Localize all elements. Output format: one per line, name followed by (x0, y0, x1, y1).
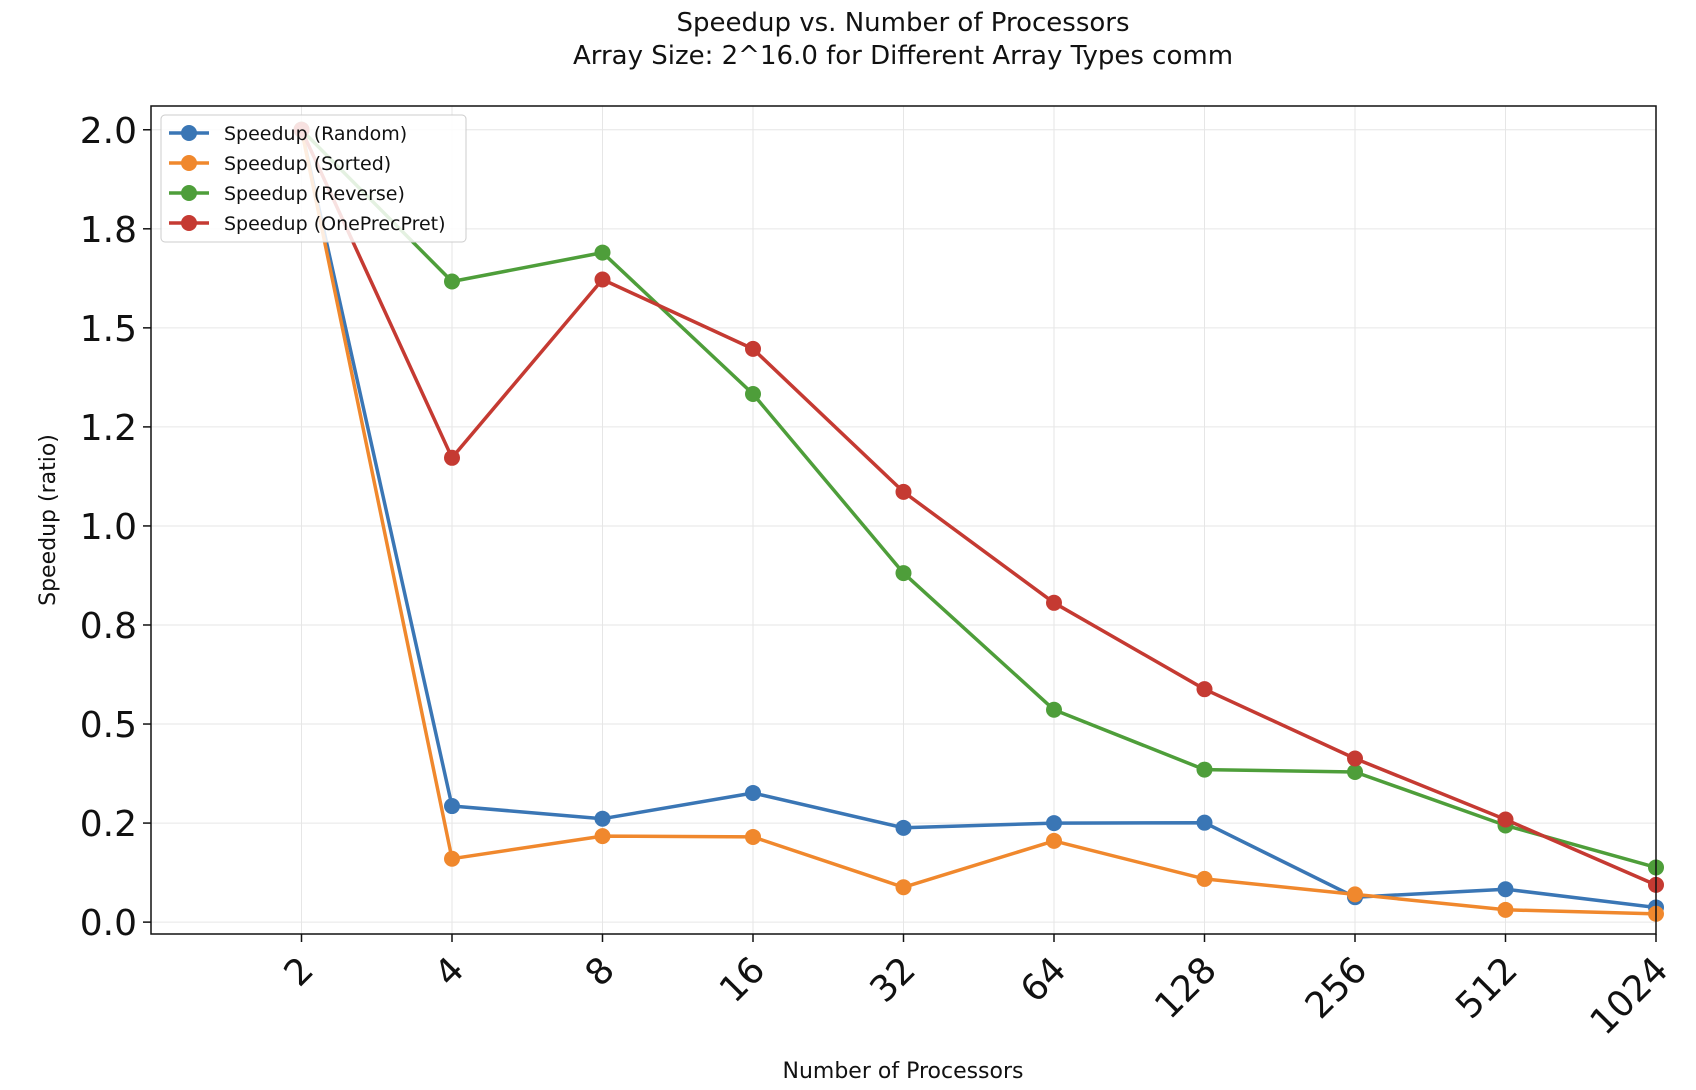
series-line (299, 129, 1657, 916)
data-point (1046, 832, 1062, 849)
legend-box (160, 114, 467, 243)
data-point (1046, 815, 1062, 832)
data-point (1196, 814, 1213, 831)
legend: Speedup (Random) Speedup (Sorted) Speedup … (160, 114, 467, 243)
y-tick-label: 0.5 (80, 705, 137, 746)
chart-title: Speedup vs. Number of Processors (676, 8, 1129, 38)
x-tick-label: 64 (1013, 949, 1074, 1010)
legend-item: Speedup (OnePrecPret) (169, 213, 446, 235)
legend-item: Speedup (Reverse) (169, 183, 405, 205)
series-line (299, 129, 1657, 910)
data-point (1196, 870, 1213, 887)
legend-swatch-marker (181, 125, 197, 141)
data-point (594, 271, 611, 288)
data-point (444, 798, 460, 815)
legend-label: Speedup (OnePrecPret) (224, 213, 446, 235)
data-point (1196, 761, 1213, 778)
series-line (299, 129, 1657, 887)
series-2 (293, 121, 1664, 876)
y-axis-ticks: 0.0 0.2 0.5 0.8 1.0 1.2 1.5 1.8 2.0 (80, 111, 151, 944)
data-point (1497, 881, 1514, 898)
x-tick-label: 16 (712, 949, 773, 1010)
data-point (444, 273, 460, 290)
data-point (1497, 811, 1514, 828)
x-tick-label: 2 (277, 949, 322, 994)
x-axis-ticks: 2 4 8 16 32 64 128 256 512 1024 (277, 934, 1677, 1043)
x-tick-label: 512 (1448, 949, 1526, 1027)
x-tick-label: 8 (578, 949, 623, 994)
data-point (444, 850, 460, 867)
y-tick-label: 0.0 (80, 903, 137, 944)
y-tick-label: 1.2 (80, 408, 137, 449)
series-1 (293, 121, 1664, 922)
x-tick-label: 128 (1147, 949, 1225, 1027)
data-point (895, 879, 912, 896)
x-tick-label: 4 (427, 949, 472, 994)
legend-item: Speedup (Sorted) (169, 153, 391, 175)
chart-subtitle: Array Size: 2^16.0 for Different Array T… (573, 41, 1233, 71)
y-axis-label: Speedup (ratio) (36, 434, 61, 606)
data-point (895, 483, 912, 500)
data-point (745, 340, 761, 357)
data-point (444, 449, 460, 466)
legend-swatch-marker (181, 215, 197, 231)
data-point (594, 828, 611, 845)
data-point (745, 784, 761, 801)
data-point (1196, 681, 1213, 698)
legend-swatch-marker (181, 155, 197, 171)
y-tick-label: 0.8 (80, 606, 137, 647)
data-point (1347, 750, 1363, 767)
data-point (1046, 701, 1062, 718)
data-point (1046, 594, 1062, 611)
data-point (594, 244, 611, 261)
legend-swatch-marker (181, 185, 197, 201)
data-point (1347, 886, 1363, 903)
y-tick-label: 1.5 (80, 309, 137, 350)
x-tick-label: 1024 (1583, 949, 1677, 1043)
data-point (594, 810, 611, 827)
legend-item: Speedup (Random) (169, 123, 407, 145)
series-line (300, 128, 1657, 870)
legend-label: Speedup (Random) (224, 123, 407, 145)
series-layer (293, 121, 1664, 922)
data-point (1347, 763, 1363, 780)
data-point (895, 565, 912, 582)
data-point (745, 828, 761, 845)
x-axis-label: Number of Processors (783, 1059, 1024, 1084)
legend-label: Speedup (Sorted) (224, 153, 391, 175)
y-tick-label: 1.0 (80, 507, 137, 548)
x-tick-label: 256 (1298, 949, 1376, 1027)
data-point (895, 819, 912, 836)
y-tick-label: 0.2 (80, 804, 137, 845)
data-point (745, 386, 761, 403)
series-0 (293, 121, 1664, 916)
y-tick-label: 1.8 (80, 210, 137, 251)
x-tick-label: 32 (862, 949, 923, 1010)
data-point (1497, 901, 1514, 918)
series-3 (293, 121, 1664, 893)
y-tick-label: 2.0 (80, 111, 137, 152)
grid (151, 106, 1657, 934)
legend-label: Speedup (Reverse) (224, 183, 405, 205)
